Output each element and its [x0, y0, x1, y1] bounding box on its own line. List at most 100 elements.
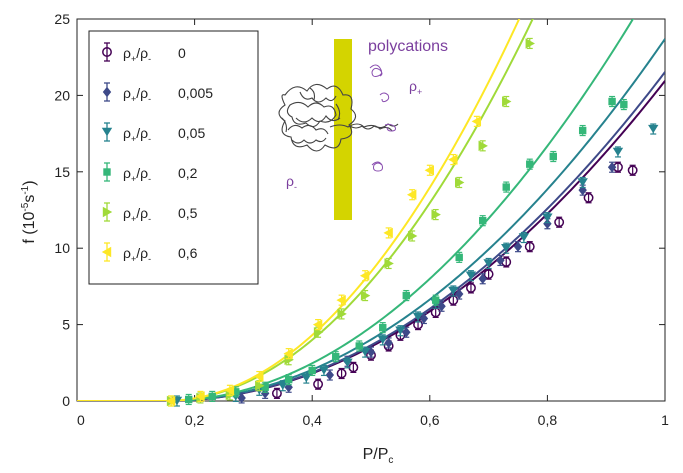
- data-point: [648, 124, 659, 134]
- data-point: [455, 288, 464, 300]
- data-point: [383, 227, 393, 239]
- y-axis-label: f (10-5s-1): [20, 180, 38, 243]
- data-point: [431, 296, 440, 304]
- y-tick-label: 10: [54, 240, 70, 256]
- data-point: [332, 352, 340, 361]
- data-point: [165, 395, 176, 407]
- legend-entry: ρ+/ρ- 0: [102, 42, 186, 64]
- inset-illustration: polycations ρ+ ρ-: [278, 38, 448, 220]
- data-point: [471, 116, 482, 127]
- plot-frame: [76, 18, 666, 402]
- x-tick-label: 0: [77, 412, 85, 428]
- data-point: [301, 373, 312, 383]
- free-polycation-icon: [369, 64, 396, 172]
- data-point: [549, 152, 557, 161]
- inset-membrane-bar: [334, 39, 352, 220]
- legend-box: [88, 30, 259, 285]
- data-point: [342, 358, 353, 367]
- data-point: [318, 366, 330, 375]
- data-point: [277, 381, 288, 390]
- data-point: [431, 209, 441, 220]
- y-tick-label: 5: [62, 317, 70, 333]
- legend-marker: [101, 246, 112, 258]
- data-point: [325, 369, 335, 381]
- data-point: [232, 388, 240, 396]
- data-point: [502, 183, 510, 191]
- data-point: [237, 392, 246, 404]
- legend-marker: [102, 47, 112, 57]
- legend-marker: [102, 86, 112, 98]
- data-point: [254, 371, 264, 382]
- data-point: [284, 375, 293, 384]
- data-point: [478, 273, 487, 284]
- data-point: [261, 383, 269, 391]
- data-point: [255, 380, 265, 391]
- data-point: [478, 140, 488, 152]
- data-point: [185, 395, 193, 404]
- data-point: [224, 385, 235, 396]
- legend-entry: ρ+/ρ- 0,05: [101, 122, 205, 144]
- data-point: [496, 255, 505, 266]
- data-point: [313, 379, 324, 390]
- legend-marker: [101, 127, 113, 137]
- data-point: [542, 213, 553, 222]
- data-point: [308, 366, 316, 375]
- data-point: [360, 290, 371, 301]
- legend-label: ρ+/ρ- 0,5: [123, 205, 198, 224]
- data-point: [455, 177, 465, 188]
- inset-label-polycations: polycations: [368, 38, 448, 55]
- data-point: [395, 326, 406, 335]
- data-point: [483, 259, 494, 268]
- data-point: [419, 313, 429, 324]
- data-point: [518, 233, 530, 242]
- legend-label: ρ+/ρ- 0,6: [123, 245, 198, 264]
- data-point: [355, 342, 363, 350]
- data-point: [524, 241, 535, 252]
- data-point: [479, 216, 487, 225]
- data-point: [554, 217, 565, 228]
- legend-label: ρ+/ρ- 0,005: [123, 85, 213, 104]
- data-point: [502, 96, 512, 107]
- data-point: [336, 368, 347, 379]
- x-tick-label: 0,2: [185, 412, 205, 428]
- data-point: [608, 97, 616, 106]
- data-point: [412, 312, 424, 322]
- x-axis-label: P/Pc: [363, 446, 394, 466]
- data-point: [437, 301, 446, 312]
- data-point: [283, 348, 293, 359]
- polymer-coil-icon: [278, 83, 399, 152]
- data-points: [165, 37, 659, 407]
- legend-label: ρ+/ρ- 0,05: [123, 125, 205, 144]
- x-tick-label: 0,6: [420, 412, 440, 428]
- y-tick-label: 0: [62, 393, 70, 409]
- data-point: [455, 253, 463, 262]
- legend: ρ+/ρ- 0 ρ+/ρ- 0,005 ρ+/ρ- 0,05 ρ+/ρ- 0,2 ρ+/ρ- 0,…: [88, 30, 259, 285]
- legend-marker: [103, 168, 111, 176]
- legend-entry: ρ+/ρ- 0,2: [103, 162, 198, 184]
- data-point: [612, 147, 624, 157]
- legend-label: ρ+/ρ- 0: [123, 45, 186, 64]
- data-point: [620, 100, 628, 109]
- data-point: [337, 308, 347, 320]
- data-point: [359, 270, 370, 281]
- legend-label: ρ+/ρ- 0,2: [123, 165, 198, 184]
- data-point: [424, 165, 434, 176]
- data-point: [543, 218, 552, 229]
- data-point: [526, 160, 534, 168]
- data-point: [406, 189, 417, 200]
- data-point: [402, 291, 410, 300]
- x-tick-label: 0,4: [302, 412, 322, 428]
- data-point: [208, 392, 216, 401]
- y-tick-label: 20: [54, 87, 70, 103]
- data-point: [377, 335, 388, 345]
- data-point: [384, 337, 393, 349]
- data-point: [578, 184, 587, 196]
- data-point: [583, 192, 594, 203]
- legend-entry: ρ+/ρ- 0,5: [102, 202, 198, 224]
- data-point: [402, 327, 411, 338]
- data-point: [448, 154, 458, 165]
- data-point: [465, 271, 477, 280]
